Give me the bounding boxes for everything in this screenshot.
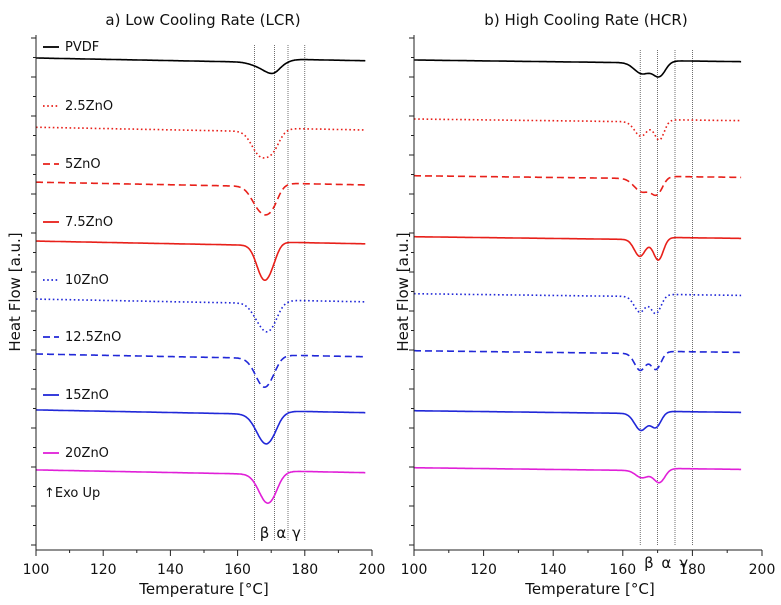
series-line-10ZnO bbox=[414, 292, 742, 315]
legend-label: 15ZnO bbox=[65, 388, 109, 403]
x-tick-label: 180 bbox=[291, 562, 318, 578]
series-line-7.5ZnO bbox=[36, 240, 366, 281]
x-tick-label: 100 bbox=[23, 562, 50, 578]
panel-a-y-label: Heat Flow [a.u.] bbox=[6, 232, 24, 351]
x-tick-label: 180 bbox=[679, 562, 706, 578]
series-line-15ZnO bbox=[414, 409, 742, 432]
legend-label: 2.5ZnO bbox=[65, 99, 113, 114]
legend-label: 10ZnO bbox=[65, 273, 109, 288]
series-line-5ZnO bbox=[36, 181, 366, 216]
x-tick-label: 200 bbox=[359, 562, 386, 578]
legend-label: 12.5ZnO bbox=[65, 330, 121, 345]
exo-up-annotation: ↑Exo Up bbox=[44, 486, 100, 501]
panel-b-y-ticks bbox=[409, 37, 414, 546]
series-line-PVDF bbox=[414, 59, 742, 78]
x-tick-label: 140 bbox=[540, 562, 567, 578]
series-line-12.5ZnO bbox=[414, 349, 742, 372]
series-line-12.5ZnO bbox=[36, 353, 366, 389]
panel-b-title: b) High Cooling Rate (HCR) bbox=[484, 11, 687, 29]
series-line-2.5ZnO bbox=[414, 118, 742, 141]
panel-b-x-ticks: 100 120 140 160 180 200 bbox=[401, 550, 776, 578]
legend-label: 5ZnO bbox=[65, 157, 101, 172]
panel-a-plot-area: β α γ PVDF 2.5ZnO 5ZnO 7.5ZnO 10ZnO 12.5ZnO 15ZnO… bbox=[35, 40, 366, 542]
x-tick-label: 120 bbox=[90, 562, 117, 578]
series-line-PVDF bbox=[36, 57, 366, 75]
x-tick-label: 140 bbox=[157, 562, 184, 578]
series-line-10ZnO bbox=[36, 298, 366, 333]
legend-label: 7.5ZnO bbox=[65, 215, 113, 230]
panel-a: a) Low Cooling Rate (LCR) β α γ PVDF 2.5ZnO 5… bbox=[6, 11, 385, 598]
phase-label-2: α bbox=[661, 554, 671, 572]
panel-a-x-ticks: 100 120 140 160 180 200 bbox=[23, 550, 386, 578]
legend-label: 20ZnO bbox=[65, 446, 109, 461]
x-tick-label: 120 bbox=[470, 562, 497, 578]
series-line-15ZnO bbox=[36, 409, 366, 445]
series-line-7.5ZnO bbox=[414, 235, 742, 261]
phase-label-2: α bbox=[276, 524, 286, 542]
x-tick-label: 100 bbox=[401, 562, 428, 578]
panel-a-title: a) Low Cooling Rate (LCR) bbox=[105, 11, 300, 29]
series-line-20ZnO bbox=[36, 469, 366, 505]
panel-b-x-label: Temperature [°C] bbox=[524, 580, 654, 598]
phase-label-3: γ bbox=[679, 554, 688, 572]
x-tick-label: 200 bbox=[749, 562, 776, 578]
panel-a-y-ticks bbox=[31, 37, 36, 546]
series-line-2.5ZnO bbox=[35, 126, 366, 159]
x-tick-label: 160 bbox=[609, 562, 636, 578]
x-tick-label: 160 bbox=[224, 562, 251, 578]
phase-label-1: β bbox=[260, 524, 270, 542]
legend-label: PVDF bbox=[65, 40, 99, 55]
panel-b-y-label: Heat Flow [a.u.] bbox=[394, 232, 412, 351]
phase-label-3: γ bbox=[292, 524, 301, 542]
phase-label-1: β bbox=[644, 554, 654, 572]
panel-a-x-label: Temperature [°C] bbox=[138, 580, 268, 598]
series-line-5ZnO bbox=[414, 174, 742, 197]
series-line-20ZnO bbox=[414, 466, 742, 484]
